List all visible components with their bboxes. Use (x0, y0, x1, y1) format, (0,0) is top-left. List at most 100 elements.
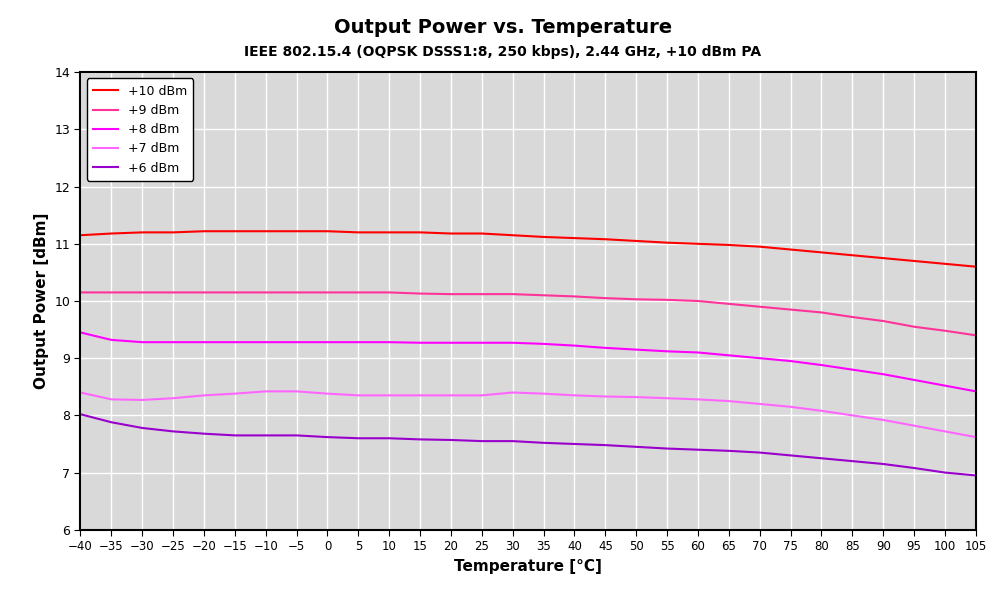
+10 dBm (970, 263, 982, 270)
+9 dBm (722, 300, 734, 308)
+8 dBm (167, 338, 179, 346)
+9 dBm (167, 289, 179, 296)
+6 dBm (476, 438, 488, 445)
+7 dBm (167, 395, 179, 402)
+6 dBm (908, 464, 920, 471)
+10 dBm (630, 237, 642, 244)
+7 dBm (816, 407, 828, 414)
+9 dBm (322, 289, 334, 296)
+7 dBm (600, 393, 612, 400)
+6 dBm (722, 447, 734, 455)
+10 dBm (722, 241, 734, 249)
+8 dBm (383, 338, 395, 346)
+9 dBm (445, 291, 457, 298)
+10 dBm (136, 229, 148, 236)
+7 dBm (322, 390, 334, 397)
+9 dBm (291, 289, 303, 296)
+6 dBm (846, 458, 858, 465)
+9 dBm (753, 303, 766, 310)
+8 dBm (445, 339, 457, 346)
Line: +8 dBm: +8 dBm (80, 332, 976, 391)
+6 dBm (106, 418, 118, 426)
Text: Output Power vs. Temperature: Output Power vs. Temperature (334, 18, 672, 37)
+6 dBm (136, 424, 148, 432)
+9 dBm (106, 289, 118, 296)
+10 dBm (445, 230, 457, 237)
+6 dBm (816, 455, 828, 462)
+8 dBm (352, 338, 364, 346)
+10 dBm (537, 234, 549, 241)
+9 dBm (816, 309, 828, 316)
+10 dBm (661, 239, 673, 246)
+7 dBm (106, 396, 118, 403)
+10 dBm (507, 232, 519, 239)
+7 dBm (908, 422, 920, 429)
+9 dBm (414, 290, 427, 297)
+10 dBm (167, 229, 179, 236)
+9 dBm (260, 289, 272, 296)
+8 dBm (939, 382, 951, 389)
+6 dBm (445, 436, 457, 444)
+9 dBm (785, 306, 797, 313)
+10 dBm (877, 255, 889, 262)
+10 dBm (228, 228, 240, 235)
+10 dBm (383, 229, 395, 236)
+6 dBm (322, 433, 334, 441)
+7 dBm (939, 428, 951, 435)
+6 dBm (228, 432, 240, 439)
+9 dBm (939, 327, 951, 334)
+6 dBm (291, 432, 303, 439)
+8 dBm (136, 338, 148, 346)
+8 dBm (908, 376, 920, 383)
+7 dBm (692, 396, 704, 403)
Y-axis label: Output Power [dBm]: Output Power [dBm] (33, 213, 48, 389)
+6 dBm (260, 432, 272, 439)
+7 dBm (722, 397, 734, 405)
+6 dBm (352, 435, 364, 442)
+7 dBm (846, 412, 858, 419)
+10 dBm (198, 228, 210, 235)
Line: +7 dBm: +7 dBm (80, 391, 976, 437)
+7 dBm (291, 388, 303, 395)
+10 dBm (322, 228, 334, 235)
+6 dBm (537, 439, 549, 447)
+8 dBm (74, 329, 87, 336)
+6 dBm (939, 469, 951, 476)
+8 dBm (228, 338, 240, 346)
+8 dBm (785, 358, 797, 365)
+10 dBm (414, 229, 427, 236)
+7 dBm (970, 433, 982, 441)
+9 dBm (630, 296, 642, 303)
+8 dBm (507, 339, 519, 346)
+8 dBm (722, 352, 734, 359)
+8 dBm (600, 344, 612, 352)
X-axis label: Temperature [°C]: Temperature [°C] (455, 559, 602, 574)
+8 dBm (970, 388, 982, 395)
+7 dBm (661, 395, 673, 402)
+10 dBm (816, 249, 828, 256)
+10 dBm (106, 230, 118, 237)
+8 dBm (322, 338, 334, 346)
+6 dBm (383, 435, 395, 442)
+8 dBm (816, 361, 828, 368)
+7 dBm (228, 390, 240, 397)
+7 dBm (445, 392, 457, 399)
+6 dBm (877, 461, 889, 468)
+7 dBm (537, 390, 549, 397)
+8 dBm (414, 339, 427, 346)
+7 dBm (785, 403, 797, 411)
+9 dBm (383, 289, 395, 296)
+6 dBm (600, 441, 612, 448)
+6 dBm (167, 428, 179, 435)
+10 dBm (568, 234, 580, 241)
+6 dBm (198, 430, 210, 437)
+9 dBm (846, 314, 858, 321)
+9 dBm (476, 291, 488, 298)
+10 dBm (753, 243, 766, 250)
+6 dBm (785, 452, 797, 459)
+6 dBm (568, 441, 580, 448)
+10 dBm (846, 252, 858, 259)
+9 dBm (198, 289, 210, 296)
+6 dBm (507, 438, 519, 445)
Line: +9 dBm: +9 dBm (80, 293, 976, 335)
